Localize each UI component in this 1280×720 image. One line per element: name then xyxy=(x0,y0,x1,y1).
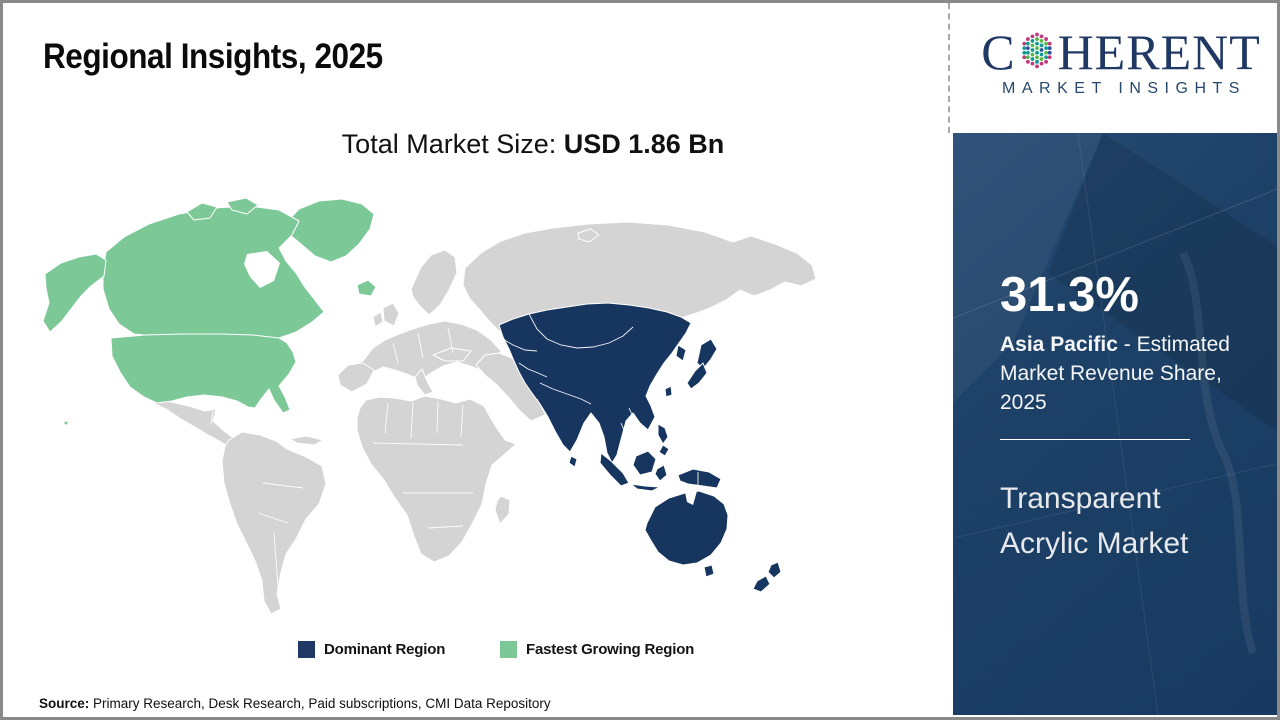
country-japan-north xyxy=(696,338,718,370)
map-legend: Dominant Region Fastest Growing Region xyxy=(3,641,953,665)
island-sulawesi xyxy=(654,464,668,482)
legend-label-fastest: Fastest Growing Region xyxy=(526,641,695,658)
legend-swatch-fastest xyxy=(500,641,517,658)
arctic-islands xyxy=(577,228,600,243)
country-australia xyxy=(644,490,729,566)
grey-country-borders xyxy=(210,327,473,587)
arctic-island-2 xyxy=(226,197,259,215)
state-alaska xyxy=(42,253,107,333)
sidebar-content: 31.3% Asia Pacific - Estimated Market Re… xyxy=(953,133,1277,566)
country-usa xyxy=(110,333,297,414)
country-taiwan xyxy=(664,385,673,398)
country-sri-lanka xyxy=(568,455,578,468)
country-japan-south xyxy=(686,362,708,390)
nz-north-island xyxy=(767,561,782,579)
sidebar-panel: 31.3% Asia Pacific - Estimated Market Re… xyxy=(953,133,1277,715)
region-name: Asia Pacific xyxy=(1000,333,1118,356)
country-philippines-north xyxy=(657,423,669,445)
header-dashed-divider xyxy=(948,3,950,133)
source-label: Source: xyxy=(39,696,90,711)
market-name: Transparent Acrylic Market xyxy=(1000,482,1189,560)
legend-swatch-dominant xyxy=(298,641,315,658)
island-borneo xyxy=(632,450,657,476)
total-market-size-value: USD 1.86 Bn xyxy=(563,129,725,159)
island-new-guinea xyxy=(677,468,722,489)
gulf-of-carpentaria xyxy=(685,491,697,505)
island-tasmania xyxy=(703,564,715,578)
island-java xyxy=(630,483,661,492)
country-greenland xyxy=(284,198,375,263)
page-title: Regional Insights, 2025 xyxy=(43,37,383,76)
region-dominant xyxy=(498,302,782,593)
country-iberia xyxy=(337,362,375,393)
brand-logo: C HERENT MARKET INSIGHTS xyxy=(975,27,1267,98)
country-madagascar xyxy=(494,495,511,525)
country-canada xyxy=(102,205,325,342)
legend-label-dominant: Dominant Region xyxy=(324,641,446,658)
region-africa xyxy=(356,395,517,563)
market-share-value: 31.3% xyxy=(1000,268,1139,322)
country-scandinavia xyxy=(410,249,458,316)
total-market-size-label: Total Market Size: xyxy=(341,129,564,159)
sidebar-divider xyxy=(1000,439,1190,440)
brand-tagline: MARKET INSIGHTS xyxy=(1002,80,1246,97)
brand-wordmark: C HERENT xyxy=(975,27,1267,77)
region-desc: - Estimated Market Revenue Share, 2025 xyxy=(1000,333,1230,414)
country-korea xyxy=(675,344,687,362)
source-line: Source: Primary Research, Desk Research,… xyxy=(39,696,551,711)
brand-letters-rest: HERENT xyxy=(1057,24,1261,80)
region-asia-mainland xyxy=(498,302,692,464)
region-fastest-growing xyxy=(42,197,377,426)
country-cuba xyxy=(289,435,324,446)
market-share-description: Asia Pacific - Estimated Market Revenue … xyxy=(1000,330,1250,417)
country-italy xyxy=(414,368,434,396)
brand-letter-c: C xyxy=(981,24,1016,80)
legend-item-dominant: Dominant Region xyxy=(298,641,445,658)
country-philippines-south xyxy=(658,444,670,457)
country-uk xyxy=(382,302,400,327)
world-map xyxy=(42,197,817,615)
nz-south-island xyxy=(752,575,771,593)
region-south-america xyxy=(221,431,327,615)
total-market-size: Total Market Size: USD 1.86 Bn xyxy=(113,129,953,160)
globe-dots-icon xyxy=(1021,32,1052,69)
arctic-island-1 xyxy=(186,202,218,221)
country-ireland xyxy=(372,311,384,328)
hudson-bay xyxy=(244,251,280,288)
source-text: Primary Research, Desk Research, Paid su… xyxy=(89,696,551,711)
dominant-country-borders xyxy=(502,313,699,485)
sidebar-texture xyxy=(953,133,1277,715)
legend-item-fastest: Fastest Growing Region xyxy=(500,641,694,658)
country-iceland xyxy=(356,279,377,297)
country-turkey xyxy=(432,347,472,362)
state-hawaii xyxy=(63,420,69,426)
island-sumatra xyxy=(599,452,630,487)
